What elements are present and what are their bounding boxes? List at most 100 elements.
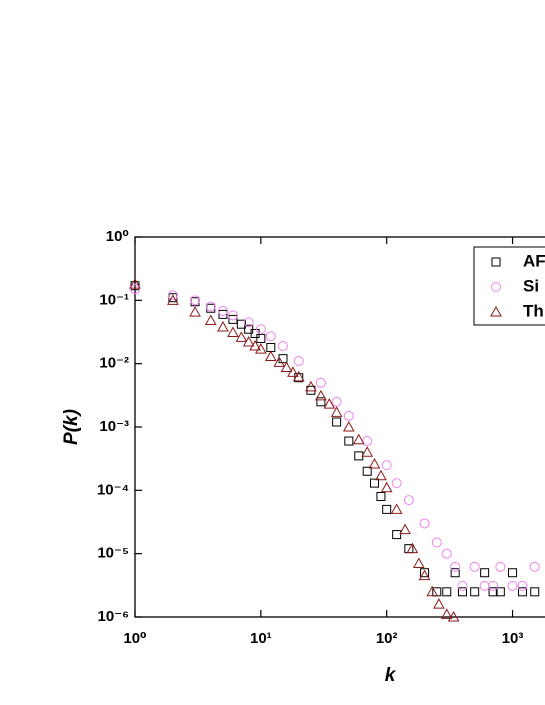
triangle-marker <box>189 306 201 317</box>
triangle-marker <box>292 370 305 382</box>
square-marker <box>530 587 540 597</box>
triangle-marker <box>418 569 431 581</box>
triangle-marker <box>342 420 355 432</box>
x-tick-label: 10¹ <box>250 630 272 647</box>
square-marker <box>420 568 430 578</box>
square-marker <box>376 491 386 501</box>
triangle-marker <box>399 523 411 535</box>
triangle-marker <box>204 314 217 326</box>
circle-marker <box>517 580 528 591</box>
square-marker <box>495 587 505 597</box>
triangle-marker <box>330 406 343 417</box>
triangle-marker <box>490 305 502 317</box>
triangle-marker <box>406 542 419 554</box>
square-marker <box>392 530 402 540</box>
square-marker <box>470 587 480 597</box>
square-marker <box>450 568 460 578</box>
triangle-marker <box>235 331 248 342</box>
legend-label: Th <box>523 301 544 320</box>
triangle-marker <box>315 389 327 401</box>
triangle-marker <box>249 339 261 351</box>
x-tick-label: 10³ <box>502 630 524 647</box>
triangle-marker <box>129 278 141 289</box>
circle-marker <box>431 537 442 548</box>
square-marker <box>518 587 528 597</box>
square-marker <box>382 504 392 514</box>
x-tick-label: 10⁰ <box>123 630 146 647</box>
square-marker <box>228 314 238 324</box>
square-marker <box>294 373 304 383</box>
triangle-marker <box>447 610 460 622</box>
y-tick-label: 10⁻⁵ <box>97 545 129 562</box>
square-marker <box>344 436 354 446</box>
circle-marker <box>529 561 540 572</box>
triangle-marker <box>280 361 293 372</box>
triangle-marker <box>242 335 255 347</box>
triangle-marker <box>287 366 299 377</box>
y-tick-label: 10⁰ <box>106 228 129 245</box>
circle-marker <box>491 282 501 292</box>
triangle-marker <box>361 446 374 457</box>
circle-marker <box>315 377 326 388</box>
circle-marker <box>217 305 228 316</box>
y-tick-label: 10⁻³ <box>99 418 129 435</box>
circle-marker <box>167 290 178 301</box>
square-marker <box>488 587 498 597</box>
y-tick-label: 10⁻² <box>99 355 129 372</box>
triangle-marker <box>217 320 229 332</box>
circle-marker <box>391 478 402 489</box>
circle-marker <box>227 310 238 321</box>
legend-label: Si <box>523 276 539 295</box>
square-marker <box>480 568 490 578</box>
triangle-marker <box>273 356 286 367</box>
square-marker <box>236 319 246 329</box>
circle-marker <box>403 495 414 506</box>
circle-marker <box>488 580 499 591</box>
legend-box <box>473 246 545 326</box>
triangle-marker <box>264 350 277 361</box>
y-tick-label: 10⁻⁶ <box>97 608 129 625</box>
triangle-marker <box>167 294 179 305</box>
circle-marker <box>331 396 342 407</box>
circle-marker <box>469 561 480 572</box>
triangle-marker <box>323 398 336 409</box>
triangle-marker <box>440 608 453 619</box>
circle-marker <box>278 341 289 352</box>
triangle-marker <box>433 598 445 609</box>
square-marker <box>266 342 276 352</box>
square-marker <box>362 466 372 476</box>
y-tick-label: 10⁻⁴ <box>97 481 129 498</box>
circle-marker <box>381 460 392 471</box>
circle-marker <box>450 561 461 572</box>
circle-marker <box>441 548 452 559</box>
triangle-marker <box>412 557 425 568</box>
square-marker <box>256 333 266 343</box>
square-marker <box>442 587 452 597</box>
circle-marker <box>255 324 266 335</box>
circle-marker <box>507 580 518 591</box>
legend-label: AF <box>523 251 545 270</box>
square-marker <box>508 568 518 578</box>
x-tick-label: 10² <box>376 630 398 647</box>
circle-marker <box>243 317 254 328</box>
triangle-marker <box>352 433 365 445</box>
triangle-marker <box>426 585 439 597</box>
square-marker <box>491 257 501 267</box>
circle-marker <box>190 295 201 306</box>
y-tick-label: 10⁻¹ <box>99 291 129 308</box>
square-marker <box>306 385 316 395</box>
square-marker <box>332 417 342 427</box>
square-marker <box>354 451 364 461</box>
x-axis-title: k <box>385 665 397 686</box>
circle-marker <box>495 561 506 572</box>
square-marker <box>218 309 228 319</box>
triangle-marker <box>380 481 393 493</box>
circle-marker <box>265 331 276 342</box>
triangle-marker <box>368 458 381 469</box>
circle-marker <box>205 301 216 312</box>
triangle-marker <box>305 380 317 392</box>
circle-marker <box>343 410 354 421</box>
square-marker <box>370 478 380 488</box>
circle-marker <box>457 580 468 591</box>
